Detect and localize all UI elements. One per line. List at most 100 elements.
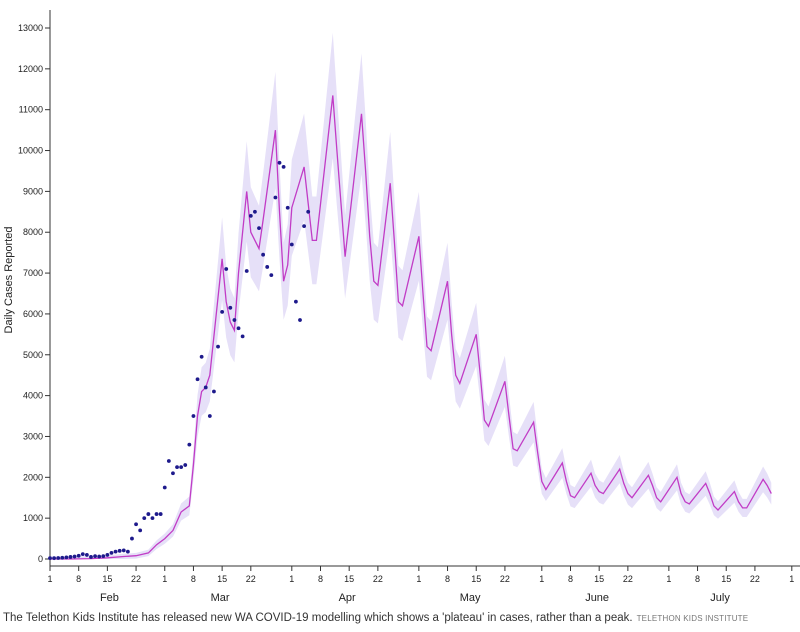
observed-point [48,556,52,561]
month-label: May [460,592,481,604]
observed-point [281,164,286,169]
observed-point [117,548,122,553]
observed-point [121,548,126,553]
observed-point [175,465,179,469]
x-tick-label: 1 [789,574,794,584]
x-tick-label: 22 [373,574,383,584]
y-tick-label: 6000 [23,309,43,319]
x-tick-label: 8 [191,574,196,584]
observed-point [138,528,143,533]
x-tick-label: 1 [162,574,167,584]
y-tick-label: 1000 [23,513,43,523]
observed-point [68,555,73,559]
observed-point [212,389,216,394]
x-tick-label: 22 [131,574,141,584]
y-tick-label: 11000 [19,105,43,115]
observed-point [183,463,188,467]
x-tick-label: 1 [47,574,52,584]
observed-point [101,554,106,559]
observed-point [277,160,282,165]
observed-point [191,414,196,418]
observed-point [220,309,225,314]
uncertainty-band [50,32,772,559]
observed-point [289,242,294,247]
observed-series [48,160,311,561]
y-tick-label: 2000 [23,472,43,482]
observed-point [265,265,270,269]
observed-point [248,213,253,218]
axes [49,10,800,567]
observed-point [187,442,192,447]
observed-point [105,553,110,557]
observed-point [72,554,77,559]
observed-point [80,552,85,556]
observed-point [134,522,138,527]
model-line [50,95,772,560]
x-tick-label: 22 [500,574,510,584]
x-tick-label: 1 [289,574,294,584]
y-tick-label: 4000 [23,391,43,401]
observed-point [203,385,208,390]
observed-point [60,555,65,560]
model-series [50,95,772,560]
observed-point [171,471,175,476]
observed-point [84,553,89,557]
observed-point [285,205,290,210]
observed-point [179,465,184,469]
observed-point [150,516,155,521]
observed-point [56,556,61,560]
caption: The Telethon Kids Institute has released… [3,612,748,624]
observed-point [294,299,298,304]
observed-point [166,459,171,463]
observed-point [224,267,229,271]
observed-point [154,512,159,516]
observed-point [236,326,241,331]
observed-point [244,269,249,273]
y-tick-label: 5000 [23,350,43,360]
x-tick-label: 8 [318,574,323,584]
y-tick-label: 8000 [23,227,43,237]
observed-point [97,554,102,559]
month-label: June [585,592,609,604]
x-ticks: 1 8 15 22 1 8 15 22 1 8 15 22 1 8 15 22 1 8 15 22 1 8 15 22 1 [47,566,794,584]
observed-point [130,536,134,541]
x-tick-label: 15 [217,574,227,584]
observed-point [113,549,118,554]
y-tick-label: 10000 [18,146,43,156]
observed-point [232,318,237,322]
observed-point [158,512,163,516]
confidence-band [50,32,772,559]
observed-point [195,377,200,382]
y-ticks: 0 1000 2000 3000 4000 5000 6000 7000 8000 9000 100… [18,23,50,564]
month-label: Mar [211,592,230,604]
caption-credit: TELETHON KIDS INSTITUTE [636,614,749,623]
observed-point [269,273,274,278]
x-tick-label: 8 [695,574,700,584]
x-tick-label: 15 [594,574,604,584]
observed-point [298,318,302,322]
x-tick-label: 15 [102,574,112,584]
x-tick-label: 8 [445,574,450,584]
y-tick-label: 7000 [23,268,43,278]
month-label: Feb [100,592,119,604]
y-tick-label: 13000 [18,23,43,33]
x-tick-label: 22 [750,574,760,584]
observed-point [240,334,245,339]
y-axis-label: Daily Cases Reported [3,227,15,334]
observed-point [52,556,56,561]
observed-point [216,344,220,349]
observed-point [273,195,278,200]
observed-point [93,554,97,559]
x-tick-label: 8 [568,574,573,584]
caption-text: The Telethon Kids Institute has released… [3,612,633,624]
x-tick-label: 1 [416,574,421,584]
observed-point [253,209,257,214]
observed-point [207,414,212,418]
month-labels: Feb Mar Apr May June July [100,592,730,604]
observed-point [64,555,69,560]
observed-point [261,252,266,257]
y-tick-label: 12000 [18,64,43,74]
observed-point [125,549,130,554]
observed-point [142,516,147,521]
observed-point [162,485,167,490]
